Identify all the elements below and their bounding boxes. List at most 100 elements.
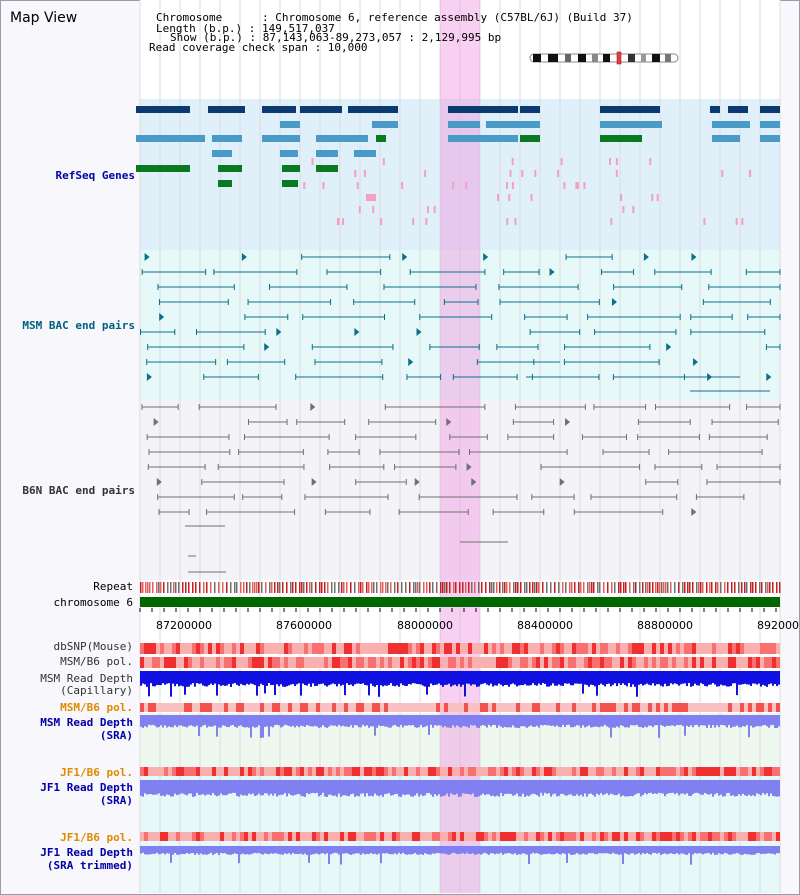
jf1-depth-trim-bar [492, 846, 494, 854]
msm-depth-cap-bar [682, 671, 684, 684]
msm-depth-cap-bar [620, 671, 622, 686]
b6n-bac-pair-arrow [446, 418, 452, 426]
msm-depth-sra-bar [366, 715, 368, 726]
msm-depth-sra-bar [152, 715, 154, 725]
jf1-depth-sra-bar [306, 780, 308, 794]
msm-depth-sra-bar [758, 715, 760, 727]
jf1-b6-pol2-cell [544, 832, 548, 841]
msm-b6-pol-cell [216, 657, 220, 668]
jf1-depth-sra-bar [422, 780, 424, 797]
jf1-depth-sra-bar [210, 780, 212, 796]
jf1-b6-pol2-cell [392, 832, 396, 841]
jf1-depth-trim-bar [740, 846, 742, 855]
msm-b6-pol-cell [160, 657, 164, 668]
msm-b6-pol2-cell [560, 703, 564, 712]
jf1-depth-trim-bar [542, 846, 544, 855]
msm-depth-sra-bar [478, 715, 480, 728]
jf1-depth-sra-bar [266, 780, 268, 794]
jf1-depth-sra-bar [264, 780, 266, 794]
jf1-b6-pol2-cell [648, 832, 652, 841]
track-label-refseq[interactable]: RefSeq Genes [55, 169, 135, 182]
msm-b6-pol-cell [688, 657, 692, 668]
msm-depth-cap-bar [412, 671, 414, 684]
dbsnp-cell [692, 643, 696, 654]
msm-depth-sra-bar [686, 715, 688, 726]
jf1-depth-sra-bar [230, 780, 232, 794]
refseq-minor [372, 206, 375, 213]
jf1-depth-trim-bar [144, 846, 146, 855]
msm-depth-cap-bar [456, 671, 458, 687]
jf1-depth-sra-bar [390, 780, 392, 796]
msm-depth-cap-bar [286, 671, 288, 687]
msm-depth-sra-bar [726, 715, 728, 728]
jf1-b6-pol2-cell [380, 832, 384, 841]
jf1-b6-pol2-cell [728, 832, 732, 841]
msm-depth-sra-bar [520, 715, 522, 727]
track-label-b6n-bac[interactable]: B6N BAC end pairs [22, 484, 135, 497]
msm-b6-pol-cell [760, 657, 764, 668]
jf1-depth-trim-bar [212, 846, 214, 855]
jf1-depth-trim-bar [700, 846, 702, 854]
msm-b6-pol-cell [168, 657, 172, 668]
jf1-depth-sra-bar [716, 780, 718, 794]
msm-bac-pair-arrow [159, 313, 165, 321]
msm-depth-cap-bar [336, 671, 338, 687]
msm-b6-pol2-cell [372, 703, 376, 712]
repeat-mark [692, 582, 694, 593]
repeat-mark [387, 582, 389, 593]
jf1-depth-sra-bar [748, 780, 750, 795]
msm-b6-pol2-cell [724, 703, 728, 712]
msm-b6-pol-cell [328, 657, 332, 668]
dbsnp-cell [148, 643, 152, 654]
msm-b6-pol-cell [312, 657, 316, 668]
jf1-b6-pol-cell [684, 767, 688, 776]
jf1-depth-sra-bar [216, 780, 218, 797]
repeat-mark [321, 582, 323, 593]
msm-depth-sra-bar [522, 715, 524, 727]
jf1-b6-pol2-cell [656, 832, 660, 841]
msm-depth-cap-bar [210, 671, 212, 684]
track-label-msm-bac[interactable]: MSM BAC end pairs [22, 319, 135, 332]
jf1-depth-sra-bar [282, 780, 284, 795]
highlight-region[interactable] [440, 0, 480, 893]
jf1-b6-pol2-cell [276, 832, 280, 841]
dbsnp-cell [424, 643, 428, 654]
msm-b6-pol2-cell [736, 703, 740, 712]
msm-b6-pol2-cell [268, 703, 272, 712]
msm-depth-cap-bar [350, 671, 352, 685]
msm-depth-sra-bar [292, 715, 294, 726]
msm-b6-pol2-cell [580, 703, 584, 712]
repeat-mark [772, 582, 774, 593]
jf1-depth-trim-bar [470, 846, 472, 854]
jf1-b6-pol2-cell [324, 832, 328, 841]
msm-b6-pol2-cell [492, 703, 496, 712]
repeat-mark [529, 582, 531, 593]
jf1-b6-pol-cell [240, 767, 244, 776]
msm-depth-sra-bar [560, 715, 562, 728]
jf1-b6-pol2-cell [300, 832, 304, 841]
dbsnp-cell [736, 643, 740, 654]
jf1-b6-pol2-cell [768, 832, 772, 841]
msm-depth-cap-bar [194, 671, 196, 687]
jf1-depth-sra-bar [632, 780, 634, 797]
repeat-mark [173, 582, 175, 593]
jf1-b6-pol-cell [172, 767, 176, 776]
jf1-b6-pol-cell [768, 767, 772, 776]
jf1-depth-sra-bar [412, 780, 414, 797]
jf1-b6-pol-cell [412, 767, 416, 776]
repeat-mark [274, 582, 276, 593]
jf1-depth-trim-bar [706, 846, 708, 854]
refseq-gene [262, 135, 300, 142]
msm-b6-pol-cell [360, 657, 364, 668]
msm-depth-cap-bar [416, 671, 418, 684]
msm-depth-cap-line1: MSM Read Depth [40, 672, 133, 685]
jf1-depth-trim-bar [444, 846, 446, 854]
msm-depth-cap-bar [466, 671, 468, 684]
jf1-depth-sra-bar [340, 780, 342, 797]
msm-b6-pol-cell [532, 657, 536, 668]
jf1-b6-pol-cell [628, 767, 632, 776]
msm-depth-cap-bar [600, 671, 602, 684]
msm-b6-pol-cell [504, 657, 508, 668]
jf1-depth-trim-bar [258, 846, 260, 853]
